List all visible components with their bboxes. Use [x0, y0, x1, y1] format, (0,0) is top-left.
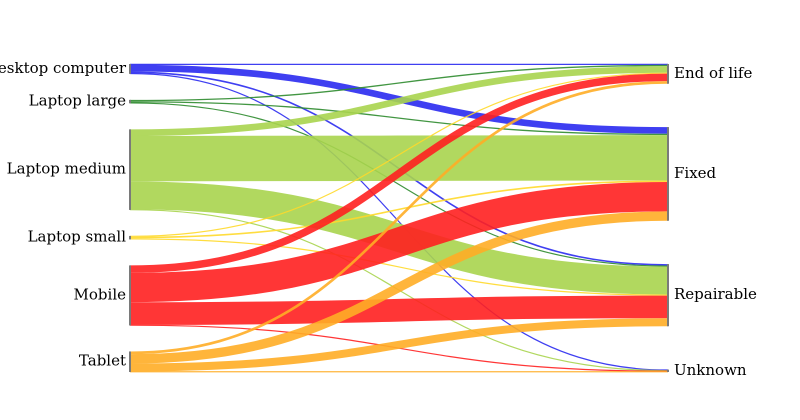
source-label-laptop_large: Laptop large	[29, 92, 126, 110]
source-label-mobile: Mobile	[74, 285, 127, 303]
sankey-links	[129, 63, 669, 373]
source-node-laptop_medium	[129, 129, 131, 210]
link-laptop_small-to-end_of_life	[129, 72, 669, 237]
source-label-laptop_medium: Laptop medium	[7, 160, 126, 178]
source-node-laptop_large	[129, 99, 131, 104]
source-label-tablet: Tablet	[79, 352, 126, 370]
source-node-desktop	[129, 64, 131, 74]
link-laptop_large-to-repairable	[129, 102, 669, 267]
link-mobile-to-fixed	[129, 182, 669, 303]
link-laptop_medium-to-fixed	[129, 135, 669, 182]
link-tablet-to-end_of_life	[129, 81, 669, 355]
target-label-fixed: Fixed	[674, 164, 717, 182]
target-node-fixed	[667, 127, 669, 221]
link-tablet-to-fixed	[129, 211, 669, 364]
source-node-mobile	[129, 265, 131, 326]
source-node-laptop_small	[129, 235, 131, 240]
source-label-laptop_small: Laptop small	[28, 228, 127, 246]
link-mobile-to-repairable	[129, 295, 669, 325]
link-laptop_small-to-fixed	[129, 180, 669, 239]
sankey-labels: Desktop computer Laptop large Laptop mediu…	[0, 59, 757, 379]
link-desktop-to-unknown	[129, 72, 669, 371]
target-node-end_of_life	[667, 64, 669, 84]
link-mobile-to-end_of_life	[129, 73, 669, 273]
link-laptop_small-to-repairable	[129, 238, 669, 296]
sankey-nodes	[129, 64, 669, 372]
link-laptop_large-to-fixed	[129, 101, 669, 136]
link-laptop_medium-to-end_of_life	[129, 66, 669, 137]
link-laptop_large-to-end_of_life	[129, 64, 669, 102]
target-label-repairable: Repairable	[674, 285, 757, 303]
source-node-tablet	[129, 351, 131, 372]
source-label-desktop: Desktop computer	[0, 59, 127, 77]
link-tablet-to-repairable	[129, 318, 669, 372]
target-label-unknown: Unknown	[674, 361, 747, 379]
target-label-end_of_life: End of life	[674, 64, 752, 82]
target-node-unknown	[667, 369, 669, 372]
target-node-repairable	[667, 264, 669, 327]
